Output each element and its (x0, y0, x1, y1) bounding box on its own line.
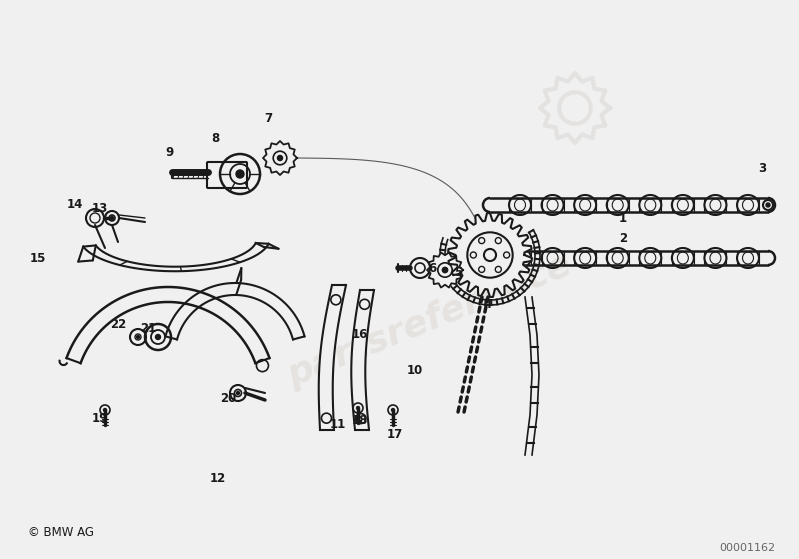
Text: 11: 11 (330, 419, 346, 432)
Polygon shape (83, 243, 268, 271)
Text: 6: 6 (428, 262, 436, 274)
Text: 19: 19 (92, 411, 108, 424)
Text: 15: 15 (30, 252, 46, 264)
Text: 20: 20 (220, 391, 237, 405)
Text: partsreference: partsreference (283, 248, 577, 392)
Circle shape (356, 406, 360, 410)
Circle shape (277, 155, 283, 160)
Polygon shape (352, 290, 374, 430)
Text: 9: 9 (166, 145, 174, 159)
Text: © BMW AG: © BMW AG (28, 525, 94, 538)
Text: 16: 16 (352, 329, 368, 342)
Text: 12: 12 (210, 471, 226, 485)
Circle shape (137, 335, 140, 339)
Text: 00001162: 00001162 (719, 543, 775, 553)
Circle shape (392, 409, 395, 411)
Text: 7: 7 (264, 111, 272, 125)
Text: 5: 5 (454, 266, 462, 278)
Polygon shape (319, 285, 346, 430)
Text: 3: 3 (758, 162, 766, 174)
Text: 8: 8 (211, 131, 219, 144)
Text: 4: 4 (484, 299, 492, 311)
Text: 1: 1 (619, 211, 627, 225)
Circle shape (766, 203, 770, 207)
Circle shape (443, 267, 447, 273)
Circle shape (104, 409, 106, 411)
Circle shape (156, 334, 161, 339)
Text: 10: 10 (407, 363, 423, 377)
Text: 13: 13 (92, 201, 108, 215)
Polygon shape (448, 213, 532, 297)
Text: 21: 21 (140, 321, 156, 334)
Text: 22: 22 (110, 319, 126, 331)
Text: 18: 18 (352, 414, 368, 427)
Circle shape (237, 391, 240, 395)
Text: 17: 17 (387, 429, 403, 442)
Polygon shape (427, 253, 463, 287)
Polygon shape (165, 283, 304, 339)
FancyBboxPatch shape (207, 162, 247, 188)
Polygon shape (263, 141, 297, 175)
Circle shape (236, 170, 244, 178)
Polygon shape (66, 287, 269, 363)
Circle shape (110, 216, 113, 220)
Text: 14: 14 (67, 198, 83, 211)
Text: 2: 2 (619, 231, 627, 244)
